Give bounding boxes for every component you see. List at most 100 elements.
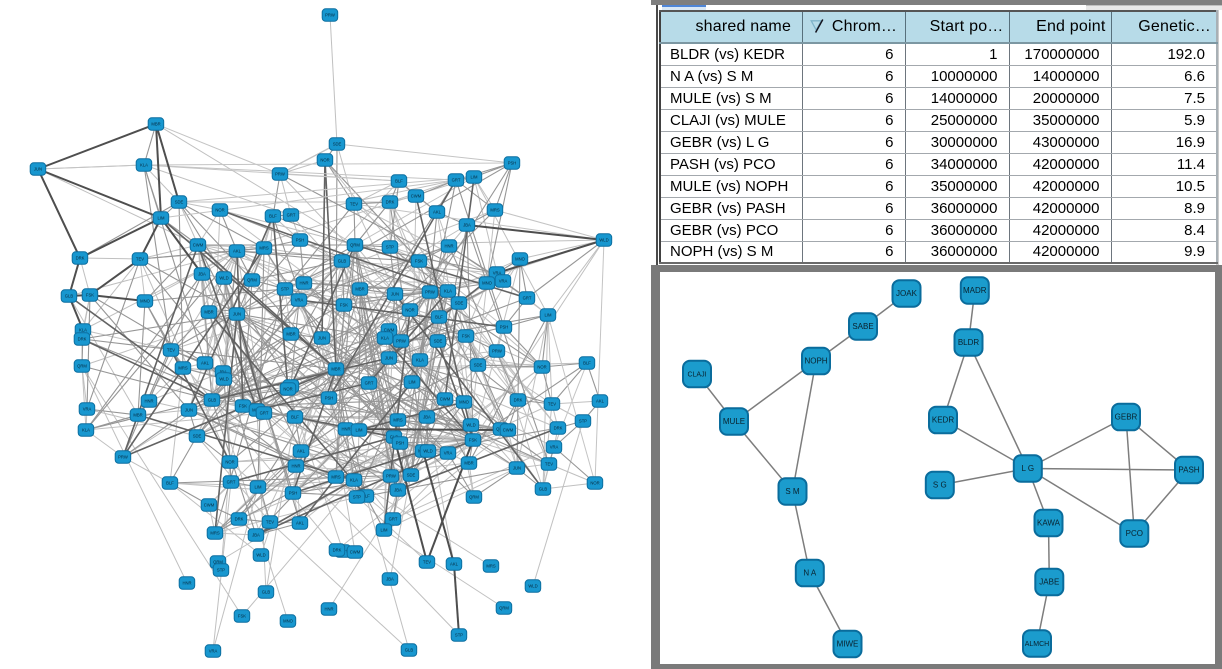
svg-text:HNR: HNR [144,399,153,404]
svg-text:WLD: WLD [466,423,475,428]
svg-text:AKL: AKL [297,449,306,454]
svg-text:JUN: JUN [513,466,521,471]
svg-text:MBR: MBR [355,287,364,292]
svg-text:MBR: MBR [286,332,295,337]
svg-text:GLB: GLB [405,648,414,653]
svg-text:BLF: BLF [395,179,403,184]
svg-text:PRW: PRW [396,339,406,344]
svg-text:TEV: TEV [350,202,358,207]
svg-text:PRW: PRW [325,13,335,18]
svg-text:FSK: FSK [340,303,348,308]
svg-text:CWM: CWM [193,243,204,248]
svg-text:CWM: CWM [503,428,514,433]
svg-text:GRT: GRT [389,517,398,522]
svg-text:FSK: FSK [86,293,94,298]
svg-text:MRS: MRS [259,246,269,251]
svg-text:PSH: PSH [296,238,305,243]
svg-text:SDE: SDE [434,339,443,344]
svg-text:TEV: TEV [423,560,431,565]
svg-text:HNR: HNR [324,607,333,612]
svg-text:JUN: JUN [385,356,393,361]
svg-text:MRS: MRS [393,418,403,423]
svg-text:HNR: HNR [291,464,300,469]
svg-text:JBA: JBA [252,533,260,538]
svg-text:DRK: DRK [386,200,395,205]
svg-text:GLB: GLB [539,487,548,492]
svg-text:DRK: DRK [554,426,563,431]
svg-text:LIM: LIM [158,216,165,221]
svg-text:JBA: JBA [198,272,206,277]
svg-text:KLA: KLA [140,163,148,168]
svg-text:GLB: GLB [262,590,271,595]
svg-text:NOR: NOR [405,308,414,313]
svg-text:VRA: VRA [499,279,508,284]
svg-text:AKL: AKL [433,210,442,215]
svg-text:DRK: DRK [514,398,523,403]
svg-text:MNO: MNO [283,619,294,624]
svg-text:TEV: TEV [545,462,553,467]
svg-text:QRM: QRM [350,243,360,248]
svg-text:STP: STP [281,287,289,292]
svg-text:GRT: GRT [523,296,532,301]
svg-text:FSK: FSK [469,438,477,443]
svg-text:FSK: FSK [239,404,247,409]
svg-text:GRT: GRT [260,411,269,416]
svg-text:KLA: KLA [350,478,358,483]
svg-text:CWM: CWM [384,328,395,333]
svg-text:PSH: PSH [500,325,509,330]
svg-text:NOR: NOR [590,481,599,486]
svg-text:WLD: WLD [256,553,265,558]
svg-text:MBR: MBR [133,413,142,418]
svg-text:BLF: BLF [269,214,277,219]
svg-text:VRA: VRA [83,407,92,412]
svg-text:TEV: TEV [266,520,274,525]
svg-text:NOR: NOR [215,208,224,213]
svg-text:JBA: JBA [219,370,227,375]
svg-text:JBA: JBA [423,415,431,420]
svg-text:GRT: GRT [287,213,296,218]
svg-text:GLB: GLB [65,294,74,299]
svg-text:WLD: WLD [599,238,608,243]
svg-text:VRA: VRA [295,298,304,303]
svg-text:STP: STP [353,495,361,500]
svg-text:NOR: NOR [537,365,546,370]
svg-text:MRS: MRS [486,564,496,569]
svg-text:BLF: BLF [583,361,591,366]
svg-text:MBR: MBR [151,122,160,127]
svg-text:MRS: MRS [331,475,341,480]
svg-text:MRS: MRS [210,531,220,536]
svg-text:HNR: HNR [444,244,453,249]
svg-text:TEV: TEV [548,402,556,407]
svg-text:PRW: PRW [492,349,502,354]
svg-text:VRA: VRA [444,451,453,456]
svg-text:DRK: DRK [78,337,87,342]
svg-text:TEV: TEV [167,348,175,353]
svg-text:SDE: SDE [333,142,342,147]
svg-text:PSH: PSH [396,441,405,446]
svg-text:FSK: FSK [238,614,246,619]
svg-text:STP: STP [217,568,225,573]
svg-text:AKL: AKL [596,399,605,404]
svg-text:DRK: DRK [235,517,244,522]
svg-text:BLF: BLF [166,481,174,486]
svg-text:PSH: PSH [325,396,334,401]
svg-text:QRM: QRM [247,278,257,283]
svg-text:STP: STP [579,419,587,424]
svg-text:QRM: QRM [77,364,87,369]
svg-text:BLF: BLF [291,415,299,420]
svg-text:MNO: MNO [515,257,526,262]
svg-text:SDE: SDE [407,473,416,478]
svg-text:WLD: WLD [423,449,432,454]
svg-text:JBA: JBA [463,223,471,228]
svg-text:DRK: DRK [333,548,342,553]
svg-text:MRS: MRS [490,208,500,213]
svg-text:JUN: JUN [34,167,42,172]
svg-text:GRT: GRT [227,480,236,485]
svg-text:SDE: SDE [474,363,483,368]
svg-text:JUN: JUN [318,336,326,341]
svg-text:AKL: AKL [233,249,242,254]
svg-text:LIM: LIM [381,528,388,533]
svg-text:BLF: BLF [435,315,443,320]
svg-text:WLD: WLD [528,584,537,589]
svg-text:JBA: JBA [386,577,394,582]
